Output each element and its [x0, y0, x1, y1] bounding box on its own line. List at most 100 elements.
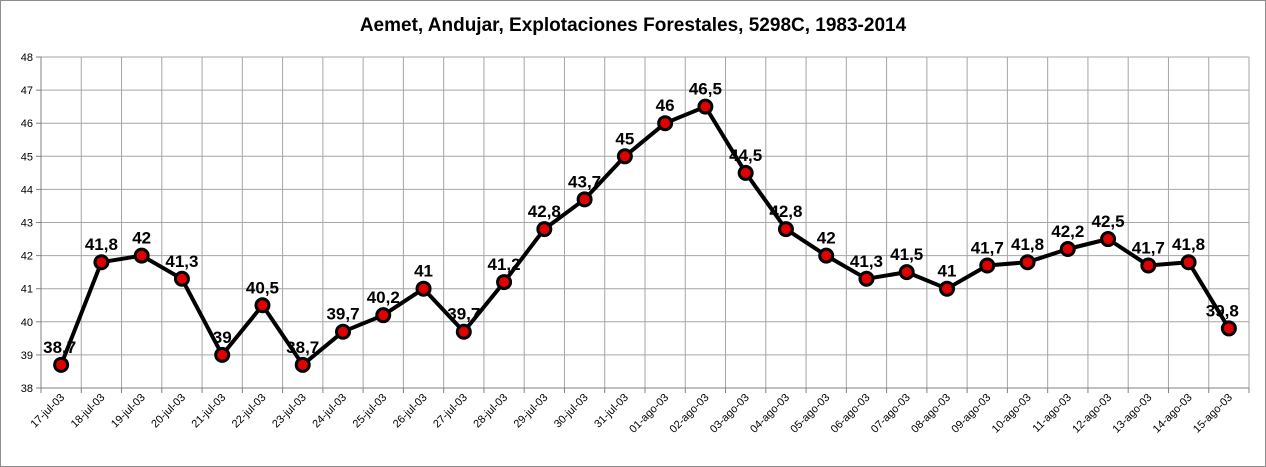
data-point [1019, 254, 1036, 271]
x-tick-label: 29-jul-03 [512, 392, 551, 431]
data-label: 41 [414, 262, 433, 281]
data-label: 41,8 [1172, 235, 1205, 254]
data-label: 40,2 [367, 288, 400, 307]
data-point [1140, 257, 1157, 274]
x-tick-label: 07-ago-03 [869, 392, 913, 436]
data-point [133, 247, 150, 264]
x-tick-label: 12-ago-03 [1070, 392, 1114, 436]
x-tick-label: 17-jul-03 [28, 392, 67, 431]
data-point [496, 274, 513, 291]
y-tick-label: 47 [21, 85, 33, 97]
x-tick-label: 13-ago-03 [1111, 392, 1155, 436]
data-label: 42,2 [1051, 222, 1084, 241]
x-tick-label: 26-jul-03 [391, 392, 430, 431]
x-tick-label: 18-jul-03 [69, 392, 108, 431]
y-tick-label: 42 [21, 251, 33, 263]
x-tick-label: 28-jul-03 [471, 392, 510, 431]
data-label: 41,8 [1011, 235, 1044, 254]
data-label: 42 [817, 229, 836, 248]
data-point [898, 264, 915, 281]
data-label: 44,5 [729, 146, 762, 165]
x-tick-label: 02-ago-03 [668, 392, 712, 436]
data-label: 41,8 [85, 235, 118, 254]
data-label: 41,3 [165, 252, 198, 271]
data-point [616, 148, 633, 165]
data-point [697, 98, 714, 115]
data-label: 40,5 [246, 278, 279, 297]
data-point [1220, 320, 1237, 337]
data-point [939, 280, 955, 297]
data-point [335, 323, 351, 340]
data-label: 46 [656, 96, 675, 115]
data-label: 41,3 [850, 252, 883, 271]
data-point [818, 247, 835, 264]
data-point [858, 270, 875, 287]
data-label: 39,7 [447, 305, 480, 324]
data-label: 39,8 [1206, 301, 1239, 320]
data-point [173, 270, 190, 287]
data-label: 46,5 [689, 80, 722, 99]
data-label: 41,7 [971, 239, 1004, 258]
y-tick-label: 43 [21, 218, 33, 230]
data-label: 38,7 [286, 338, 319, 357]
chart-title: Aemet, Andujar, Explotaciones Forestales… [359, 15, 907, 36]
data-point [1180, 254, 1197, 271]
x-tick-label: 09-ago-03 [949, 392, 993, 436]
data-label: 41 [938, 262, 957, 281]
x-tick-label: 20-jul-03 [149, 392, 188, 431]
x-tick-label: 06-ago-03 [829, 392, 873, 436]
x-tick-label: 23-jul-03 [270, 392, 309, 431]
x-tick-label: 14-ago-03 [1151, 392, 1195, 436]
x-tick-label: 25-jul-03 [351, 392, 390, 431]
data-label: 42,5 [1092, 212, 1125, 231]
y-tick-label: 39 [21, 350, 33, 362]
data-label: 39 [213, 328, 232, 347]
x-tick-label: 30-jul-03 [552, 392, 591, 431]
data-point [737, 164, 754, 181]
data-point [536, 221, 553, 238]
x-tick-label: 27-jul-03 [431, 392, 470, 431]
data-point [415, 280, 432, 297]
x-tick-label: 24-jul-03 [310, 392, 349, 431]
y-tick-label: 45 [21, 151, 33, 163]
x-tick-label: 19-jul-03 [109, 392, 148, 431]
data-point [1059, 240, 1076, 257]
y-tick-label: 48 [21, 52, 33, 64]
data-point [254, 297, 271, 314]
x-tick-label: 31-jul-03 [592, 392, 631, 431]
x-tick-label: 10-ago-03 [990, 392, 1034, 436]
data-label: 38,7 [43, 338, 76, 357]
data-point [777, 221, 794, 238]
data-label: 41,2 [488, 255, 521, 274]
y-tick-label: 44 [21, 184, 33, 196]
data-label: 45 [615, 129, 634, 148]
data-label: 42 [132, 229, 151, 248]
x-tick-label: 01-ago-03 [627, 392, 671, 436]
x-tick-label: 11-ago-03 [1031, 392, 1074, 435]
x-tick-label: 08-ago-03 [909, 392, 953, 436]
data-label: 41,5 [890, 245, 923, 264]
x-tick-label: 22-jul-03 [230, 392, 269, 431]
data-label: 39,7 [326, 305, 359, 324]
y-tick-label: 46 [21, 118, 33, 130]
data-label: 43,7 [568, 172, 601, 191]
data-point [576, 191, 593, 208]
data-point [455, 323, 472, 340]
data-label: 42,8 [528, 202, 561, 221]
data-point [979, 257, 996, 274]
x-tick-label: 05-ago-03 [788, 392, 832, 436]
data-point [294, 356, 311, 373]
y-tick-label: 38 [21, 383, 33, 395]
data-point [657, 115, 674, 132]
data-point [214, 346, 231, 363]
x-tick-label: 15-ago-03 [1191, 392, 1235, 436]
x-tick-label: 03-ago-03 [708, 392, 752, 436]
data-point [375, 307, 392, 324]
x-tick-label: 21-jul-03 [190, 392, 229, 431]
data-point [1100, 231, 1117, 248]
y-tick-label: 41 [21, 284, 33, 296]
data-label: 41,7 [1132, 239, 1165, 258]
data-point [93, 254, 110, 271]
y-tick-label: 40 [21, 317, 33, 329]
